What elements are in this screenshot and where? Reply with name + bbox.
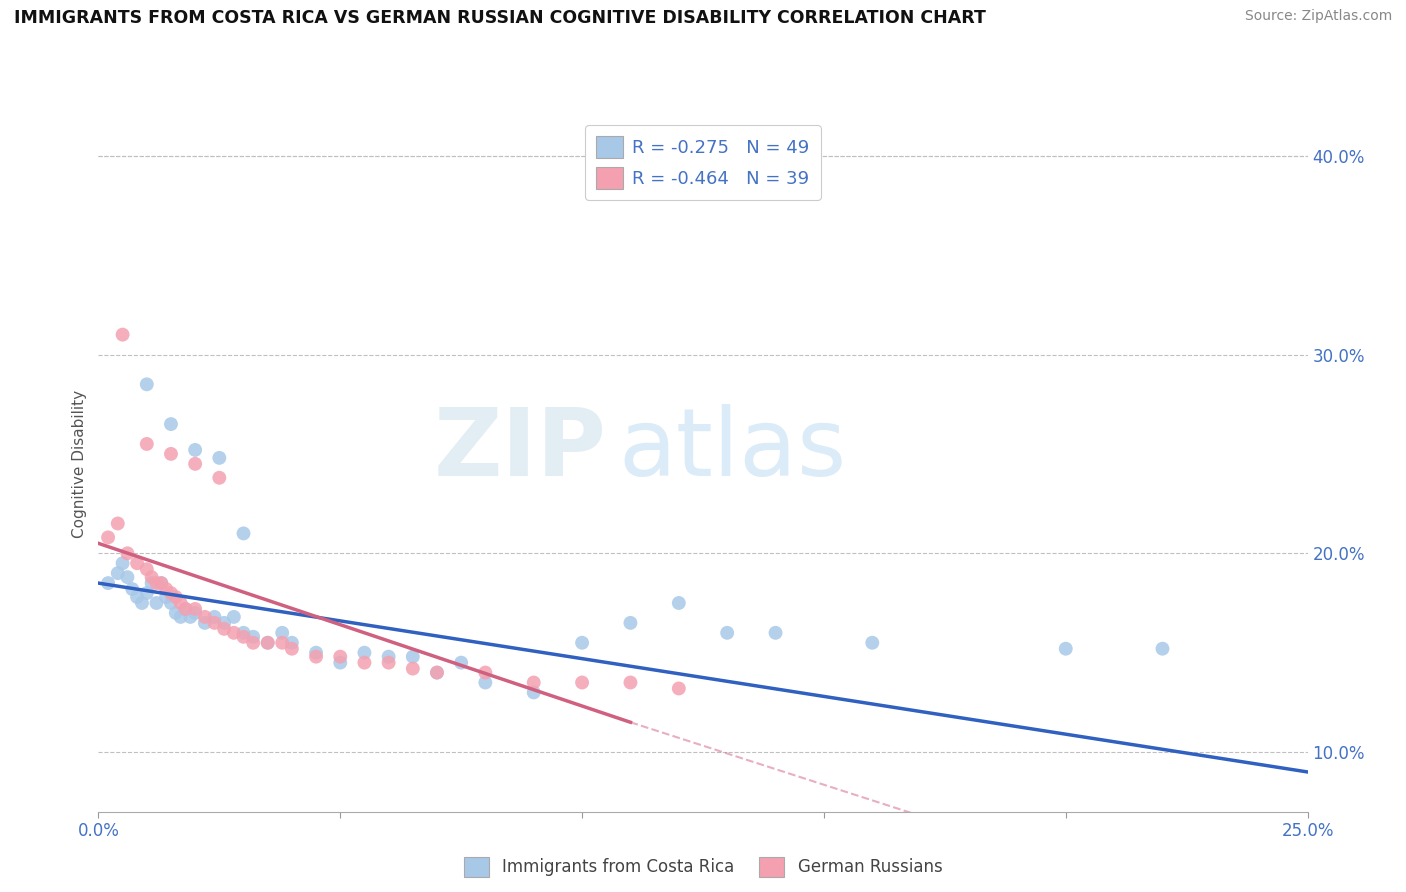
Point xyxy=(281,636,304,650)
Point xyxy=(117,570,139,584)
Point xyxy=(169,610,191,624)
Point xyxy=(150,576,173,591)
Point xyxy=(1152,641,1174,656)
Point xyxy=(184,606,207,620)
Point xyxy=(426,665,449,680)
Point xyxy=(165,606,187,620)
Point xyxy=(571,675,593,690)
Y-axis label: Cognitive Disability: Cognitive Disability xyxy=(72,390,87,538)
Point xyxy=(111,556,134,570)
Point xyxy=(212,615,235,630)
Point xyxy=(256,636,278,650)
Text: Source: ZipAtlas.com: Source: ZipAtlas.com xyxy=(1244,9,1392,23)
Point xyxy=(135,437,157,451)
Point xyxy=(377,656,399,670)
Point xyxy=(160,596,183,610)
Point xyxy=(121,582,143,596)
Point xyxy=(184,602,207,616)
Point xyxy=(212,622,235,636)
Point xyxy=(208,450,231,465)
Point xyxy=(271,625,294,640)
Point xyxy=(232,526,254,541)
Point xyxy=(523,685,546,699)
Point xyxy=(174,602,197,616)
Point xyxy=(160,447,183,461)
Point xyxy=(194,615,217,630)
Text: IMMIGRANTS FROM COSTA RICA VS GERMAN RUSSIAN COGNITIVE DISABILITY CORRELATION CH: IMMIGRANTS FROM COSTA RICA VS GERMAN RUS… xyxy=(14,9,986,27)
Point xyxy=(135,586,157,600)
Point xyxy=(135,377,157,392)
Point xyxy=(860,636,883,650)
Point xyxy=(619,615,641,630)
Point xyxy=(184,442,207,457)
Point xyxy=(107,516,129,531)
Point xyxy=(426,665,449,680)
Point xyxy=(208,471,231,485)
Point xyxy=(523,675,546,690)
Point xyxy=(111,327,134,342)
Point xyxy=(150,576,173,591)
Legend: Immigrants from Costa Rica, German Russians: Immigrants from Costa Rica, German Russi… xyxy=(457,850,949,884)
Point xyxy=(242,636,264,650)
Point xyxy=(571,636,593,650)
Point xyxy=(155,582,177,596)
Point xyxy=(127,556,149,570)
Point xyxy=(377,649,399,664)
Point xyxy=(402,662,425,676)
Point xyxy=(222,610,245,624)
Point xyxy=(97,576,120,591)
Point xyxy=(329,656,352,670)
Point xyxy=(160,417,183,431)
Legend: R = -0.275   N = 49, R = -0.464   N = 39: R = -0.275 N = 49, R = -0.464 N = 39 xyxy=(585,125,821,200)
Point xyxy=(145,596,167,610)
Point xyxy=(765,625,787,640)
Point xyxy=(222,625,245,640)
Point xyxy=(716,625,738,640)
Point xyxy=(474,665,496,680)
Point xyxy=(619,675,641,690)
Point xyxy=(353,656,375,670)
Point xyxy=(353,646,375,660)
Point xyxy=(450,656,472,670)
Point xyxy=(256,636,278,650)
Point xyxy=(145,576,167,591)
Point xyxy=(281,641,304,656)
Text: ZIP: ZIP xyxy=(433,404,606,496)
Point xyxy=(194,610,217,624)
Point xyxy=(160,586,183,600)
Point xyxy=(305,649,328,664)
Point xyxy=(668,681,690,696)
Point xyxy=(141,570,163,584)
Text: atlas: atlas xyxy=(619,404,846,496)
Point xyxy=(107,566,129,581)
Point xyxy=(204,615,226,630)
Point xyxy=(97,530,120,544)
Point xyxy=(174,602,197,616)
Point xyxy=(127,590,149,604)
Point xyxy=(155,590,177,604)
Point xyxy=(668,596,690,610)
Point xyxy=(232,630,254,644)
Point xyxy=(232,625,254,640)
Point xyxy=(169,596,191,610)
Point xyxy=(305,646,328,660)
Point xyxy=(242,630,264,644)
Point xyxy=(141,576,163,591)
Point xyxy=(135,562,157,576)
Point xyxy=(184,457,207,471)
Point xyxy=(1054,641,1077,656)
Point xyxy=(131,596,153,610)
Point xyxy=(402,649,425,664)
Point xyxy=(474,675,496,690)
Point xyxy=(179,610,201,624)
Point xyxy=(329,649,352,664)
Point xyxy=(271,636,294,650)
Point xyxy=(117,546,139,560)
Point xyxy=(204,610,226,624)
Point xyxy=(165,590,187,604)
